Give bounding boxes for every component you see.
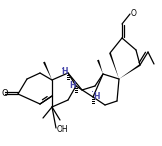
- Polygon shape: [97, 60, 103, 74]
- Polygon shape: [119, 64, 140, 79]
- Text: O: O: [1, 89, 8, 99]
- Text: H: H: [69, 81, 75, 91]
- Text: H: H: [93, 92, 99, 101]
- Text: O: O: [131, 8, 137, 18]
- Text: OH: OH: [57, 125, 69, 133]
- Polygon shape: [109, 53, 119, 79]
- Polygon shape: [43, 62, 52, 80]
- Text: H: H: [61, 67, 67, 77]
